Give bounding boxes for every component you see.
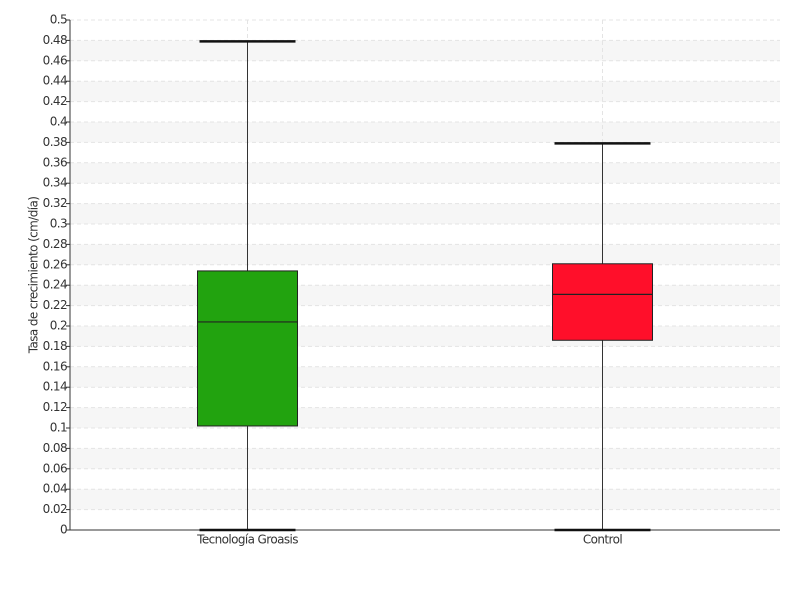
y-tick-label: 0.3: [50, 217, 67, 231]
y-tick-label: 0.08: [43, 441, 67, 455]
grid-band: [70, 244, 780, 265]
grid-band: [70, 448, 780, 469]
y-axis-label: Tasa de crecimiento (cm/día): [27, 197, 41, 355]
y-tick-label: 0.46: [43, 53, 67, 67]
grid-band: [70, 122, 780, 143]
y-tick-label: 0.04: [43, 482, 67, 496]
x-tick-label: Control: [583, 533, 622, 547]
y-tick-label: 0: [60, 523, 67, 537]
grid-band: [70, 326, 780, 347]
y-tick-label: 0.4: [50, 115, 67, 129]
y-tick-label: 0.26: [43, 257, 67, 271]
y-tick-label: 0.5: [50, 13, 67, 27]
y-tick-label: 0.36: [43, 155, 67, 169]
y-tick-label: 0.38: [43, 135, 67, 149]
y-tick-label: 0.16: [43, 359, 67, 373]
y-tick-label: 0.32: [43, 196, 67, 210]
y-tick-label: 0.34: [43, 176, 67, 190]
grid-band: [70, 40, 780, 61]
y-tick-label: 0.44: [43, 74, 67, 88]
grid-band: [70, 489, 780, 510]
y-tick-label: 0.06: [43, 461, 67, 475]
y-tick-label: 0.42: [43, 94, 67, 108]
y-tick-label: 0.18: [43, 339, 67, 353]
y-tick-label: 0.1: [50, 421, 67, 435]
y-tick-label: 0.28: [43, 237, 67, 251]
grid-band: [70, 285, 780, 306]
y-tick-label: 0.14: [43, 380, 67, 394]
y-tick-label: 0.12: [43, 400, 67, 414]
y-tick-label: 0.02: [43, 502, 67, 516]
box: [197, 270, 298, 427]
grid-band: [70, 81, 780, 102]
box: [552, 263, 653, 341]
grid-band: [70, 162, 780, 184]
x-tick-label: Tecnología Groasis: [196, 533, 298, 547]
y-tick-label: 0.24: [43, 278, 67, 292]
y-tick-label: 0.2: [50, 319, 67, 333]
grid-band: [70, 407, 780, 428]
y-tick-label: 0.22: [43, 298, 67, 312]
y-tick-label: 0.48: [43, 33, 67, 47]
grid-band: [70, 203, 780, 224]
grid-band: [70, 366, 780, 388]
